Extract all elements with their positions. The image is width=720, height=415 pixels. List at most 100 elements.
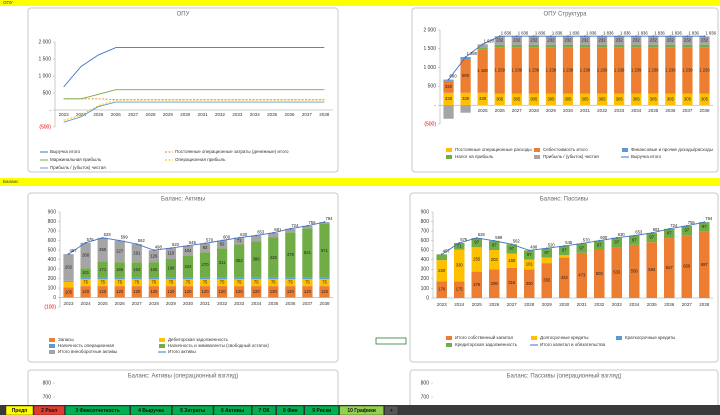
sheet-tab[interactable] xyxy=(33,405,65,415)
data-label: 521 xyxy=(304,250,312,255)
data-label: 97 xyxy=(579,245,584,250)
line-marker xyxy=(135,243,138,246)
data-label: 755 xyxy=(688,220,696,225)
y-tick-label: 700 xyxy=(48,228,57,234)
sheet-tab[interactable] xyxy=(130,405,172,415)
sheet-tab[interactable] xyxy=(65,405,131,415)
bar-segment xyxy=(443,92,454,106)
sheet-tab-label[interactable]: 2 Реал xyxy=(41,408,57,414)
data-label: 1 836 xyxy=(535,30,546,35)
bar-segment xyxy=(559,255,570,258)
bar-segment xyxy=(699,231,710,298)
sheet-tab[interactable] xyxy=(5,405,34,415)
bar-segment xyxy=(268,286,279,298)
sheet-tab-label[interactable]: 8 Фин xyxy=(283,408,298,414)
legend-swatch xyxy=(446,343,452,347)
data-label: 628 xyxy=(478,232,486,237)
data-label: 571 xyxy=(321,248,329,253)
data-label: 1 836 xyxy=(654,30,665,35)
data-label: 120 xyxy=(82,289,90,294)
data-label: 270 xyxy=(202,262,210,267)
series-line xyxy=(448,35,705,80)
bar-segment xyxy=(596,47,608,94)
x-tick-label: 2036 xyxy=(665,108,676,113)
sheet-tab[interactable] xyxy=(304,405,339,415)
bar-segment xyxy=(545,36,557,45)
sheet-tab[interactable] xyxy=(384,405,399,415)
sheet-tab-label[interactable]: + xyxy=(390,408,393,414)
bar-segment xyxy=(97,286,108,298)
line-marker xyxy=(580,242,583,245)
bar-segment xyxy=(436,254,447,261)
data-label: 533 xyxy=(613,270,621,275)
legend-swatch xyxy=(446,336,452,340)
data-label: 232 xyxy=(513,38,521,43)
data-label: 1 239 xyxy=(614,68,625,73)
section-band xyxy=(0,0,720,6)
sheet-tab-label[interactable]: 6 Активы xyxy=(221,408,244,414)
bar-segment xyxy=(165,259,177,278)
data-label: 724 xyxy=(291,223,299,228)
data-label: 75 xyxy=(288,280,293,285)
sheet-tab[interactable] xyxy=(276,405,304,415)
x-tick-label: 2031 xyxy=(580,108,591,113)
sheet-tab[interactable] xyxy=(339,405,384,415)
y-tick-label: 1 500 xyxy=(38,56,51,62)
data-label: 681 xyxy=(653,227,661,232)
chart-title: Баланс: Активы xyxy=(161,197,205,203)
y-tick-label: 400 xyxy=(421,257,430,263)
line-marker xyxy=(458,242,461,244)
data-label: 232 xyxy=(564,38,572,43)
x-tick-label: 2027 xyxy=(507,302,518,307)
data-label: 457 xyxy=(70,248,78,253)
bar-segment xyxy=(545,47,557,94)
sheet-tab[interactable] xyxy=(213,405,252,415)
series-line xyxy=(63,101,325,123)
sheet-tab-label[interactable]: 4 Выручка xyxy=(138,408,164,414)
bar-segment xyxy=(664,228,675,239)
x-tick-label: 2035 xyxy=(267,112,278,117)
data-label: 520 xyxy=(172,242,180,247)
y-tick-label: 1 500 xyxy=(423,46,436,52)
y-tick-label: 800 xyxy=(421,219,430,225)
cell-selection[interactable] xyxy=(375,337,407,345)
data-label: 75 xyxy=(83,280,88,285)
sheet-tab-label[interactable]: 5 Затраты xyxy=(180,408,205,414)
legend-label: Долгосрочные кредиты xyxy=(540,335,588,340)
data-label: 479 xyxy=(287,252,295,257)
data-label: 1 836 xyxy=(552,30,563,35)
sheet-tab[interactable] xyxy=(251,405,276,415)
sheet-tab-label[interactable]: 7 ОК xyxy=(258,408,270,414)
data-label: 498 xyxy=(530,245,538,250)
legend-label: Итого внеоборотные активы xyxy=(58,349,117,354)
data-label: 75 xyxy=(220,280,225,285)
bar-segment xyxy=(682,36,693,45)
data-label: 97 xyxy=(702,224,707,229)
y-tick-label: 200 xyxy=(421,276,430,282)
bar-segment xyxy=(63,287,74,298)
legend-label: Операционная прибыль xyxy=(175,157,226,162)
bar-segment xyxy=(182,245,194,256)
sheet-tab-label[interactable]: 9 Риски xyxy=(312,408,331,414)
line-marker xyxy=(685,224,688,227)
bar-segment xyxy=(165,248,177,260)
y-tick-label: 600 xyxy=(48,238,57,244)
x-tick-label: 2029 xyxy=(542,302,553,307)
sheet-tab[interactable] xyxy=(172,405,214,415)
data-label: 75 xyxy=(254,280,259,285)
line-marker xyxy=(567,35,569,38)
bar-segment xyxy=(631,36,642,45)
bar-segment xyxy=(596,93,608,106)
bar-segment xyxy=(477,48,488,50)
data-label: 97 xyxy=(562,248,567,253)
x-tick-label: 2033 xyxy=(612,302,623,307)
sheet-tab-label[interactable]: 3 Фиксотчетность xyxy=(75,408,120,414)
data-label: 520 xyxy=(548,242,556,247)
x-tick-label: 2029 xyxy=(166,301,177,306)
line-marker xyxy=(447,78,450,81)
legend-swatch xyxy=(49,338,55,342)
sheet-tab-label[interactable]: Предп xyxy=(12,408,28,414)
sheet-tab-label[interactable]: 10 Графики xyxy=(347,407,375,414)
bar-segment xyxy=(489,250,500,270)
x-tick-label: 2023 xyxy=(437,302,448,307)
